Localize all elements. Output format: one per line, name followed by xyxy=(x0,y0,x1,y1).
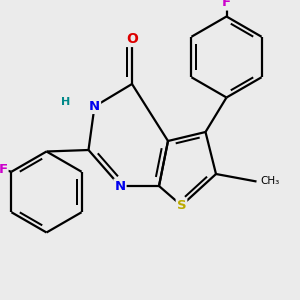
Text: N: N xyxy=(114,179,126,193)
Text: S: S xyxy=(177,199,186,212)
Text: F: F xyxy=(0,163,8,176)
Text: CH₃: CH₃ xyxy=(260,176,280,187)
Text: F: F xyxy=(222,0,231,10)
Text: N: N xyxy=(89,100,100,113)
Text: O: O xyxy=(126,32,138,46)
Text: H: H xyxy=(61,97,70,107)
